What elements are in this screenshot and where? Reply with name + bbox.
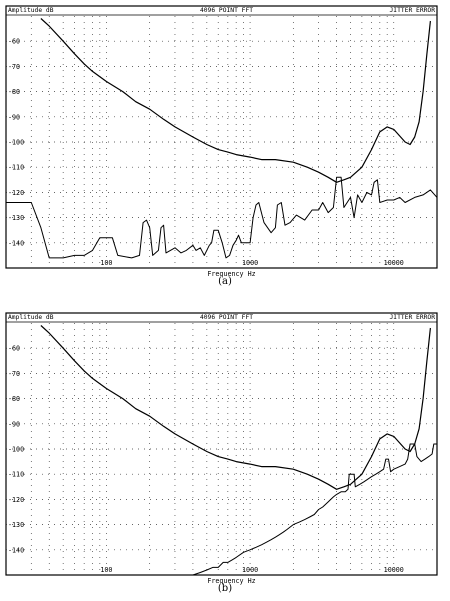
y-tick-label-b: -130 [8,521,24,529]
header-left-a: Amplitude dB [8,7,54,14]
chart-a-svg: Amplitude dB 4096 POINT FFT JITTER ERROR -1… [5,5,438,278]
y-tick-label-a: -80 [8,88,20,96]
y-tick-label-b: -60 [8,345,20,353]
y-tick-label-a: -140 [8,239,24,247]
y-tick-label-b: -70 [8,370,20,378]
y-tick-label-b: -80 [8,395,20,403]
header-right-b: JITTER ERROR [390,314,436,321]
chart-panel-a: Amplitude dB 4096 POINT FFT JITTER ERROR -1… [0,0,450,295]
chart-b-svg: Amplitude dB 4096 POINT FFT JITTER ERROR -1… [5,312,438,585]
chart-panel-b: Amplitude dB 4096 POINT FFT JITTER ERROR -1… [0,307,450,601]
x-tick-label-a: 10000 [384,259,404,267]
x-axis-label-a: Frequency Hz [207,270,255,278]
y-tick-label-a: -70 [8,63,20,71]
x-tick-label-a: 100 [100,259,112,267]
series-line-b-2 [192,443,437,576]
x-tick-label-b: 10000 [384,566,404,574]
y-tick-label-b: -100 [8,446,24,454]
y-tick-label-a: -60 [8,38,20,46]
series-line-a-1 [40,18,431,183]
caption-b: (b) [217,583,233,594]
y-tick-label-b: -140 [8,546,24,554]
chart-title-b: 4096 POINT FFT [200,314,253,321]
header-right-a: JITTER ERROR [390,7,436,14]
y-tick-label-a: -110 [8,164,24,172]
y-tick-label-b: -120 [8,496,24,504]
y-tick-label-a: -90 [8,113,20,121]
chart-title-a: 4096 POINT FFT [200,7,253,14]
plot-frame-a [5,5,438,269]
y-tick-label-a: -130 [8,214,24,222]
plot-frame-b [5,312,438,576]
y-tick-label-a: -100 [8,139,24,147]
series-line-a-2 [6,176,438,259]
series-line-b-1 [40,325,431,490]
y-tick-label-b: -110 [8,471,24,479]
x-tick-label-a: 1000 [242,259,258,267]
y-tick-label-a: -120 [8,189,24,197]
x-axis-label-b: Frequency Hz [207,577,255,585]
y-tick-label-b: -90 [8,420,20,428]
x-tick-label-b: 100 [100,566,112,574]
caption-a: (a) [218,276,232,287]
x-tick-label-b: 1000 [242,566,258,574]
header-left-b: Amplitude dB [8,314,54,321]
